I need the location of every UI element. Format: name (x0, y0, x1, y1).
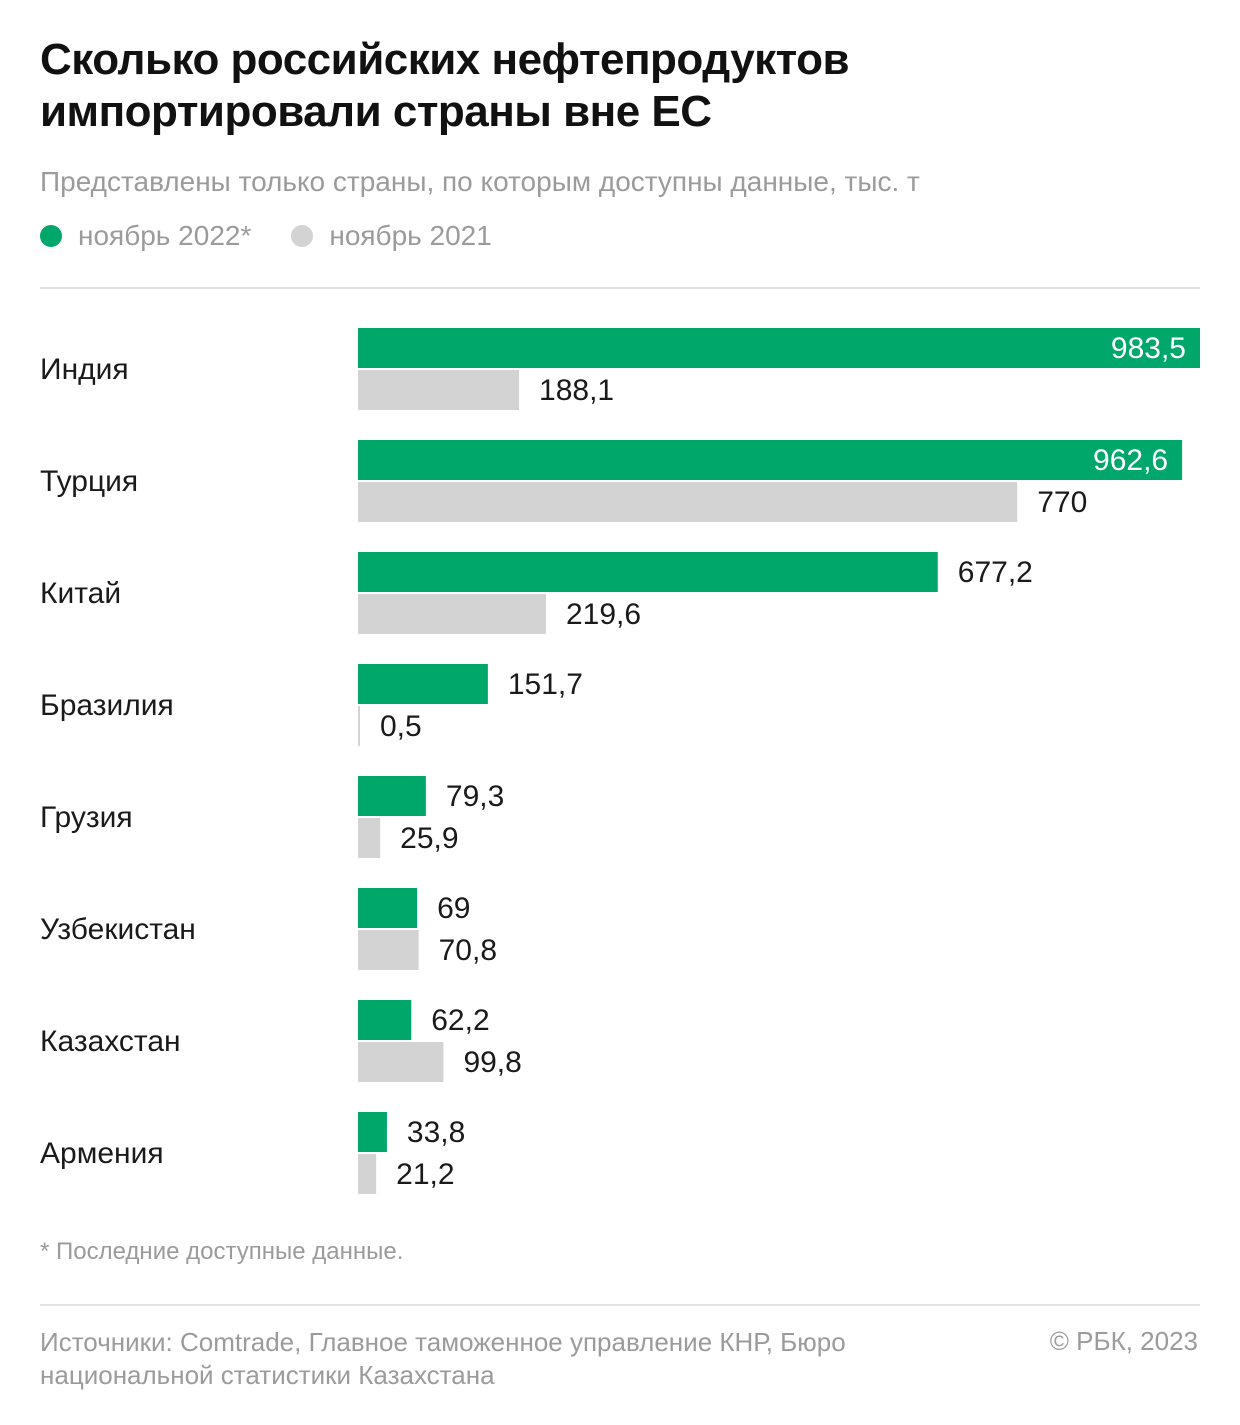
value-label: 770 (1037, 486, 1087, 519)
chart-title: Сколько российских нефтепродуктов импорт… (40, 35, 850, 136)
value-label: 151,7 (508, 668, 583, 701)
category-label: Бразилия (40, 689, 174, 722)
value-label: 25,9 (400, 822, 458, 855)
legend-label-2021: ноябрь 2021 (329, 220, 492, 251)
legend-dot-2021 (291, 225, 314, 247)
value-label: 983,5 (1111, 332, 1186, 365)
bar-2022 (358, 776, 426, 816)
value-label: 962,6 (1093, 444, 1168, 477)
bar-2022 (358, 440, 1183, 480)
bar-2021 (358, 594, 547, 634)
sources: Источники: Comtrade, Главное таможенное … (40, 1327, 846, 1390)
bar-2021 (358, 930, 419, 970)
value-label: 70,8 (439, 934, 497, 967)
category-label: Армения (40, 1137, 164, 1170)
category-label: Турция (40, 465, 138, 498)
bar-2022 (358, 1112, 387, 1152)
value-label: 99,8 (463, 1046, 521, 1079)
legend-dot-2022 (40, 225, 62, 247)
value-label: 69 (437, 892, 470, 925)
category-label: Грузия (40, 801, 133, 834)
bottom-divider (40, 1304, 1200, 1306)
bar-2022 (358, 328, 1200, 368)
category-label: Китай (40, 577, 121, 610)
value-label: 33,8 (407, 1116, 465, 1149)
value-label: 79,3 (446, 780, 504, 813)
value-label: 188,1 (539, 374, 614, 407)
bar-2021 (358, 482, 1018, 522)
category-label: Казахстан (40, 1025, 181, 1058)
bar-2022 (358, 552, 938, 592)
bar-2021 (358, 1154, 377, 1194)
category-label: Индия (40, 353, 129, 386)
copyright: © РБК, 2023 (1049, 1326, 1198, 1356)
bar-2021 (358, 1042, 444, 1082)
legend-item-2022: ноябрь 2022* (40, 220, 251, 252)
footnote: * Последние доступные данные. (40, 1238, 404, 1265)
bar-2022 (358, 664, 488, 704)
value-label: 219,6 (566, 598, 641, 631)
value-label: 0,5 (380, 710, 422, 743)
bar-2021 (358, 370, 520, 410)
legend-label-2022: ноябрь 2022* (78, 220, 252, 251)
bar-2022 (358, 888, 418, 928)
category-label: Узбекистан (40, 913, 196, 946)
bar-2021 (358, 706, 360, 746)
legend: ноябрь 2022* ноябрь 2021 (40, 220, 492, 252)
top-divider (40, 287, 1200, 289)
value-label: 62,2 (431, 1004, 489, 1037)
legend-item-2021: ноябрь 2021 (291, 220, 492, 252)
bar-2022 (358, 1000, 412, 1040)
value-label: 21,2 (396, 1158, 454, 1191)
bar-2021 (358, 818, 381, 858)
value-label: 677,2 (958, 556, 1033, 589)
chart-subtitle: Представлены только страны, по которым д… (40, 166, 920, 197)
